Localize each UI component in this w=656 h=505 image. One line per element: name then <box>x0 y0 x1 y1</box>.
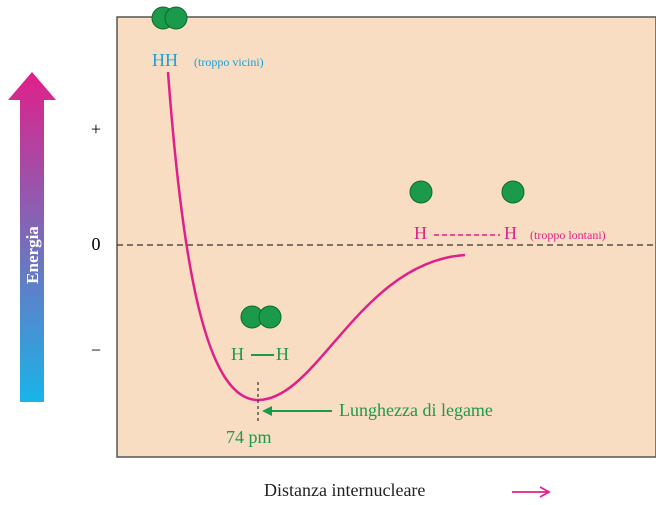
atom <box>165 7 187 29</box>
far-note: (troppo lontani) <box>530 228 606 242</box>
bond-length-value: 74 pm <box>226 427 272 447</box>
close-note: (troppo vicini) <box>194 55 264 69</box>
far-right: H <box>504 223 517 243</box>
atom <box>502 181 524 203</box>
plus-label: + <box>91 119 101 139</box>
bond-length-label: Lunghezza di legame <box>339 400 493 420</box>
atom <box>410 181 432 203</box>
zero-label: 0 <box>92 234 101 254</box>
close-atoms: HH <box>152 50 178 70</box>
far-left: H <box>414 223 427 243</box>
diagram: Energia + 0 − HH (troppo vicini) H H (tr… <box>0 0 656 500</box>
bonded-left: H <box>231 344 244 364</box>
energy-label: Energia <box>23 226 42 284</box>
bonded-right: H <box>276 344 289 364</box>
minus-label: − <box>91 340 101 360</box>
atom <box>259 306 281 328</box>
x-axis-label: Distanza internucleare <box>264 480 425 500</box>
